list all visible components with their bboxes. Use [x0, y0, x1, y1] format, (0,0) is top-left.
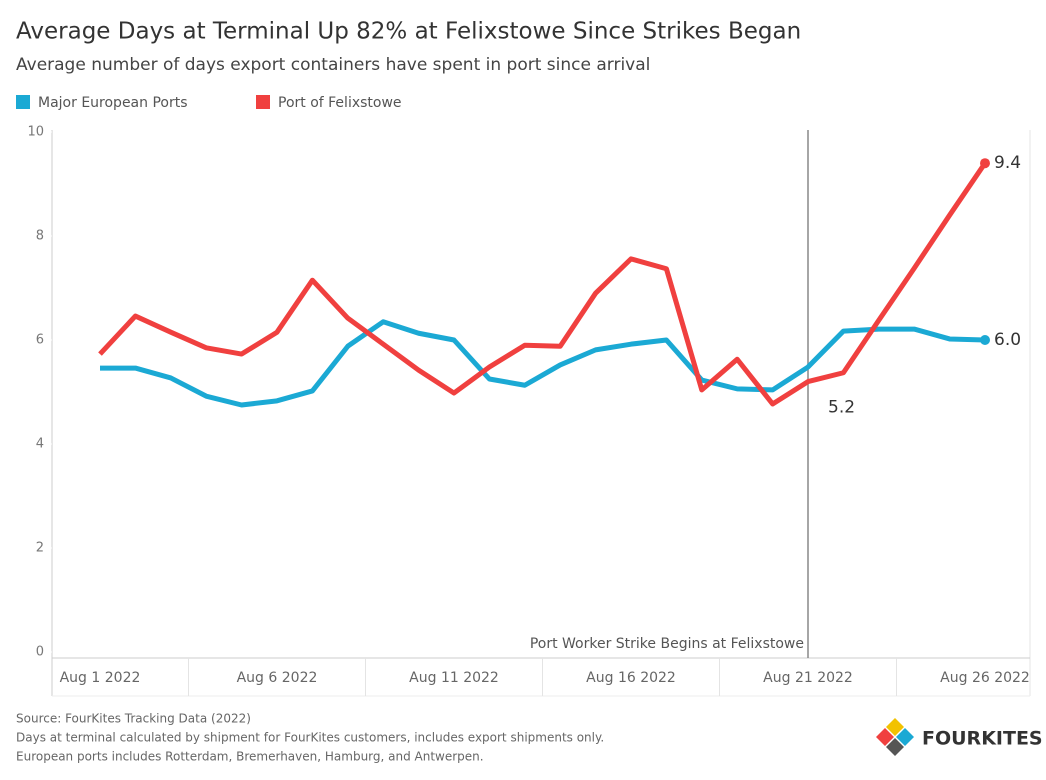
y-tick-label: 0	[36, 645, 44, 660]
footnote: Source: FourKites Tracking Data (2022)	[16, 712, 251, 726]
chart-title: Average Days at Terminal Up 82% at Felix…	[16, 19, 801, 45]
y-tick-label: 2	[36, 541, 44, 556]
value-label: 5.2	[828, 398, 855, 418]
legend-swatch	[16, 95, 30, 109]
value-label: 6.0	[994, 330, 1021, 350]
x-tick-label: Aug 6 2022	[237, 670, 318, 686]
end-point	[980, 158, 990, 169]
legend-label: Major European Ports	[38, 95, 188, 111]
y-tick-label: 6	[36, 333, 44, 348]
legend-label: Port of Felixstowe	[278, 95, 402, 111]
logo-text: FOURKITES	[922, 728, 1043, 750]
y-tick-label: 8	[36, 229, 44, 244]
footnote: European ports includes Rotterdam, Breme…	[16, 750, 484, 764]
y-tick-label: 4	[36, 437, 44, 452]
x-tick-label: Aug 26 2022	[940, 670, 1030, 686]
logo: FOURKITES	[876, 718, 1043, 756]
end-point	[980, 335, 990, 345]
series-line	[100, 319, 986, 408]
x-tick-label: Aug 21 2022	[763, 670, 853, 686]
x-tick-label: Aug 11 2022	[409, 670, 499, 686]
series-line	[98, 161, 988, 407]
legend-swatch	[256, 95, 270, 109]
chart-subtitle: Average number of days export containers…	[16, 55, 650, 75]
value-label: 9.4	[994, 153, 1021, 173]
annotation-text: Port Worker Strike Begins at Felixstowe	[530, 636, 804, 652]
x-tick-label: Aug 16 2022	[586, 670, 676, 686]
footnote: Days at terminal calculated by shipment …	[16, 731, 604, 745]
y-tick-label: 10	[27, 125, 44, 140]
x-tick-label: Aug 1 2022	[60, 670, 141, 686]
